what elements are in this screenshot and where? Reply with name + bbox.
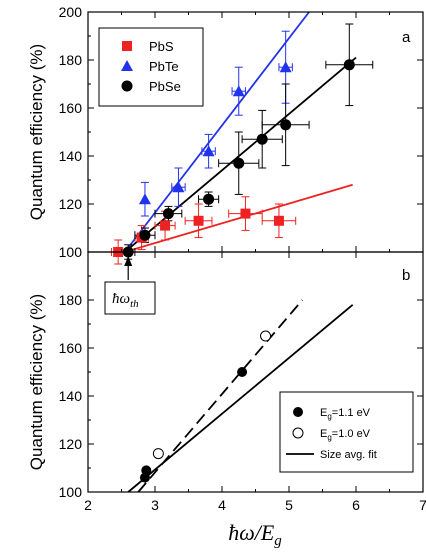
point-pbs (193, 215, 204, 226)
legend-marker-pbte (121, 60, 133, 71)
panel-a-y-tick-label: 160 (59, 100, 83, 116)
threshold-label-sub: th (130, 298, 139, 310)
legend-marker-filled (293, 407, 303, 417)
fit-line-pbs (124, 183, 353, 253)
panel-b-data-points (139, 330, 272, 483)
panel-b-x-tick-label: 6 (352, 497, 360, 513)
panel-a-legend: PbS PbTe PbSe (98, 27, 204, 107)
point-pbs (160, 220, 171, 231)
legend-label-suffix: =1.0 eV (332, 428, 371, 440)
panel-a-y-tick-label: 180 (59, 52, 83, 68)
panel-a-legend-box (98, 27, 204, 107)
threshold-arrow-head (124, 256, 133, 266)
legend-label-pbse: PbSe (149, 79, 181, 94)
fit-line-pbte (124, 11, 310, 253)
point-pbse (139, 229, 151, 241)
legend-label-b: Eg=1.1 eV (320, 407, 371, 421)
panel-b-y-tick-label: 120 (59, 436, 83, 452)
panel-b-x-tick-label: 3 (151, 497, 159, 513)
point-pbse (256, 133, 268, 145)
legend-label-b: Size avg. fit (320, 449, 377, 461)
point-pbs (240, 208, 251, 219)
point-pbse (280, 119, 292, 131)
legend-marker-open (292, 427, 304, 439)
panel-b-y-axis-label: Quantum efficiency (%) (27, 294, 46, 470)
point-eg-1-1 (237, 367, 248, 377)
point-pbs (273, 215, 284, 226)
panel-a-y-tick-label: 100 (59, 244, 83, 260)
panel-b-label: b (402, 267, 410, 284)
panel-b-x-tick-label: 4 (218, 497, 226, 513)
panel-b-x-tick-label: 2 (84, 497, 92, 513)
panel-a-label: a (402, 29, 411, 46)
panel-a: 100 120 140 160 180 200 a Quantum efficiency … (27, 4, 424, 315)
x-axis-label: ħω/Eg (228, 520, 282, 549)
threshold-label: ħωth (112, 291, 139, 310)
point-pbte (172, 181, 185, 193)
threshold-annotation: ħωth (104, 256, 156, 315)
point-pbse (162, 208, 174, 220)
size-avg-fit-line (127, 304, 354, 493)
point-pbse (203, 193, 215, 205)
legend-label-suffix: =1.1 eV (332, 407, 371, 419)
point-pbte (232, 85, 245, 97)
panel-b-y-tick-label: 100 (59, 484, 83, 500)
fit-line-pbse (124, 56, 357, 253)
legend-marker-pbs (122, 41, 132, 51)
point-eg-1-1 (141, 465, 152, 476)
legend-label-pbte: PbTe (149, 59, 179, 74)
panel-a-y-tick-label: 200 (59, 4, 83, 20)
legend-marker-pbse (121, 80, 133, 92)
point-pbse (233, 157, 245, 169)
point-pbte (138, 193, 151, 205)
point-eg-1-0 (152, 448, 164, 460)
point-pbte (279, 61, 292, 73)
panel-b-ticks: 100 120 140 160 180 2 3 4 5 6 7 (59, 252, 426, 513)
x-axis-label-main: ħω/E (228, 520, 275, 545)
point-pbse (343, 59, 355, 71)
panel-b-y-tick-label: 140 (59, 388, 83, 404)
legend-label-main: Size avg. fit (320, 449, 377, 461)
point-pbte (202, 145, 215, 157)
panel-b-y-tick-label: 180 (59, 292, 83, 308)
panel-b-lines (127, 299, 354, 493)
panel-b-y-tick-label: 160 (59, 340, 83, 356)
panel-a-fit-lines (124, 11, 357, 253)
panel-a-data-points (113, 59, 355, 258)
panel-b: 100 120 140 160 180 2 3 4 5 6 7 b Quantum efficien… (27, 251, 426, 549)
legend-label-subscript: g (327, 412, 331, 421)
panel-b-x-tick-label: 5 (285, 497, 293, 513)
legend-label-pbs: PbS (149, 39, 174, 54)
panel-b-x-tick-label: 7 (419, 497, 426, 513)
panel-a-y-tick-label: 120 (59, 196, 83, 212)
legend-label-main: E (320, 407, 327, 419)
x-axis-label-subscript: g (274, 533, 282, 549)
legend-label-subscript: g (327, 433, 331, 442)
panel-a-y-axis-label: Quantum efficiency (%) (27, 44, 46, 220)
threshold-label-box (104, 281, 156, 315)
panel-a-y-tick-label: 140 (59, 148, 83, 164)
legend-label-main: E (320, 428, 327, 440)
threshold-label-main: ħω (112, 291, 130, 307)
point-eg-1-0 (260, 330, 272, 342)
legend-label-b: Eg=1.0 eV (320, 428, 371, 442)
